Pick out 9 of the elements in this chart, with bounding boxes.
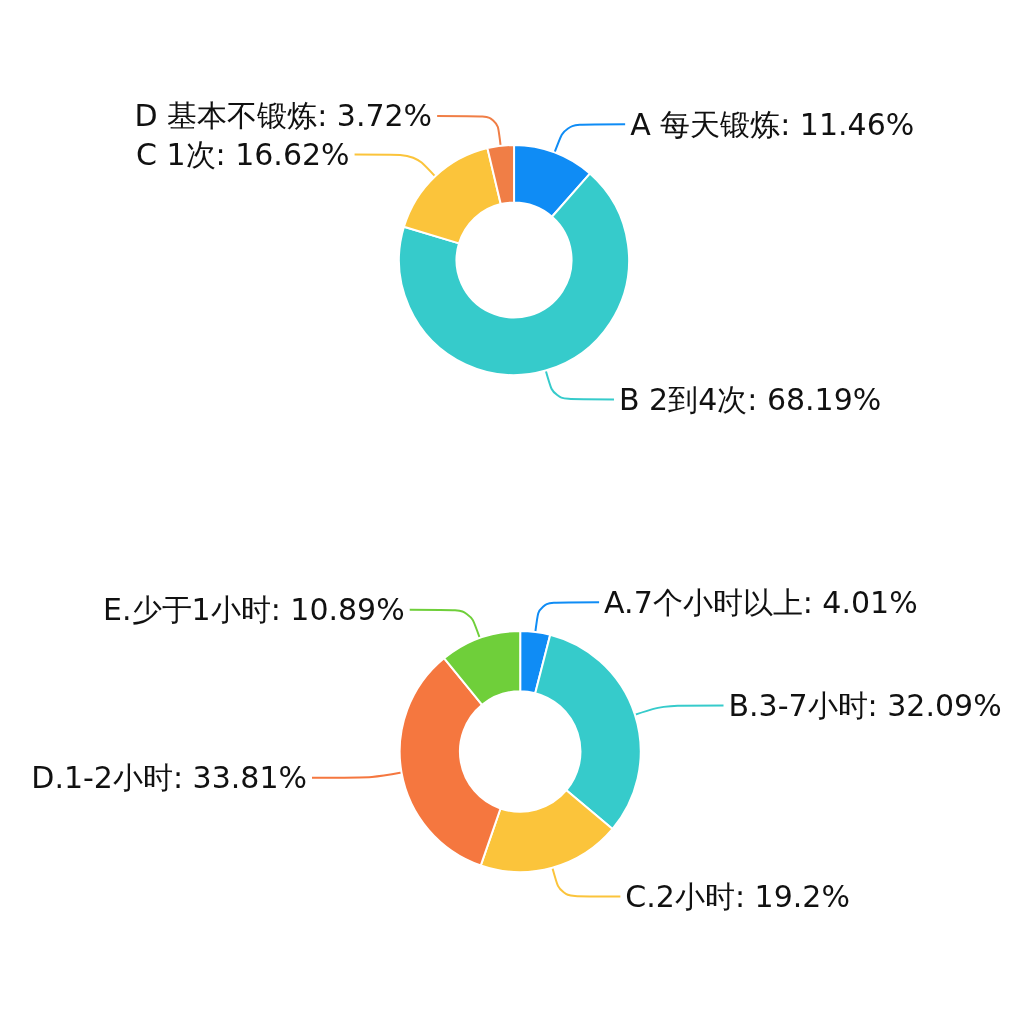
slice-label: A.7个小时以上: 4.01%	[604, 584, 918, 620]
slice-label: B 2到4次: 68.19%	[618, 381, 882, 417]
slice-label: B.3-7小时: 32.09%	[728, 688, 1002, 723]
slice-label: C 1次: 16.62%	[135, 136, 350, 172]
slice-label: A 每天锻炼: 11.46%	[630, 106, 915, 142]
slice-label: D.1-2小时: 33.81%	[31, 760, 307, 796]
slice-label: E.少于1小时: 10.89%	[103, 592, 405, 628]
slice-label: D 基本不锻炼: 3.72%	[134, 98, 433, 134]
slice-label: C.2小时: 19.2%	[625, 879, 850, 915]
